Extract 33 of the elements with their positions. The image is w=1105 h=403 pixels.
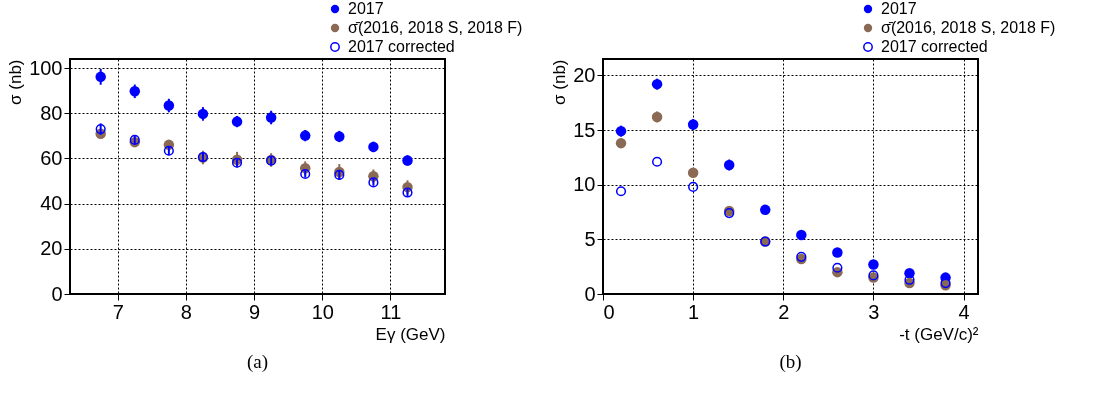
y-tick-label: 15 [573,118,596,141]
y-tick-label: 0 [584,282,596,305]
y-tick-label: 0 [51,282,63,305]
x-tick-label: 10 [311,300,334,323]
y-tick-label: 20 [573,63,596,86]
legend-label: σ̄(2016, 2018 S, 2018 F) [881,19,1056,36]
y-tick-label: 20 [40,237,63,260]
y-tick-label: 5 [584,227,596,250]
y-axis-title: σ (nb) [550,59,570,105]
legend-label: 2017 [881,0,917,17]
x-axis-title: -t (GeV/c)² [899,324,979,344]
x-tick-label: 9 [249,300,261,323]
text: (b) [779,351,802,373]
x-axis-title: Eγ (GeV) [375,324,446,344]
legend-label: σ̄(2016, 2018 S, 2018 F) [348,19,523,36]
x-tick-label: 11 [380,300,402,323]
legend-label: 2017 corrected [881,38,988,55]
y-tick-label: 60 [40,146,63,169]
x-tick-label: 0 [603,300,615,323]
x-tick-label: 3 [868,300,880,323]
y-tick-label: 100 [29,56,63,79]
y-tick-label: 40 [40,192,63,215]
x-tick-label: 2 [778,300,790,323]
text: (a) [246,351,269,373]
legend-label: 2017 [348,0,384,17]
x-tick-label: 4 [958,300,970,323]
legend-label: 2017 corrected [348,38,455,55]
x-tick-label: 7 [112,300,124,323]
x-tick-label: 1 [688,300,700,323]
x-tick-label: 8 [180,300,192,323]
y-tick-label: 80 [40,101,63,124]
y-axis-title: σ (nb) [6,59,26,105]
y-tick-label: 10 [573,173,596,196]
